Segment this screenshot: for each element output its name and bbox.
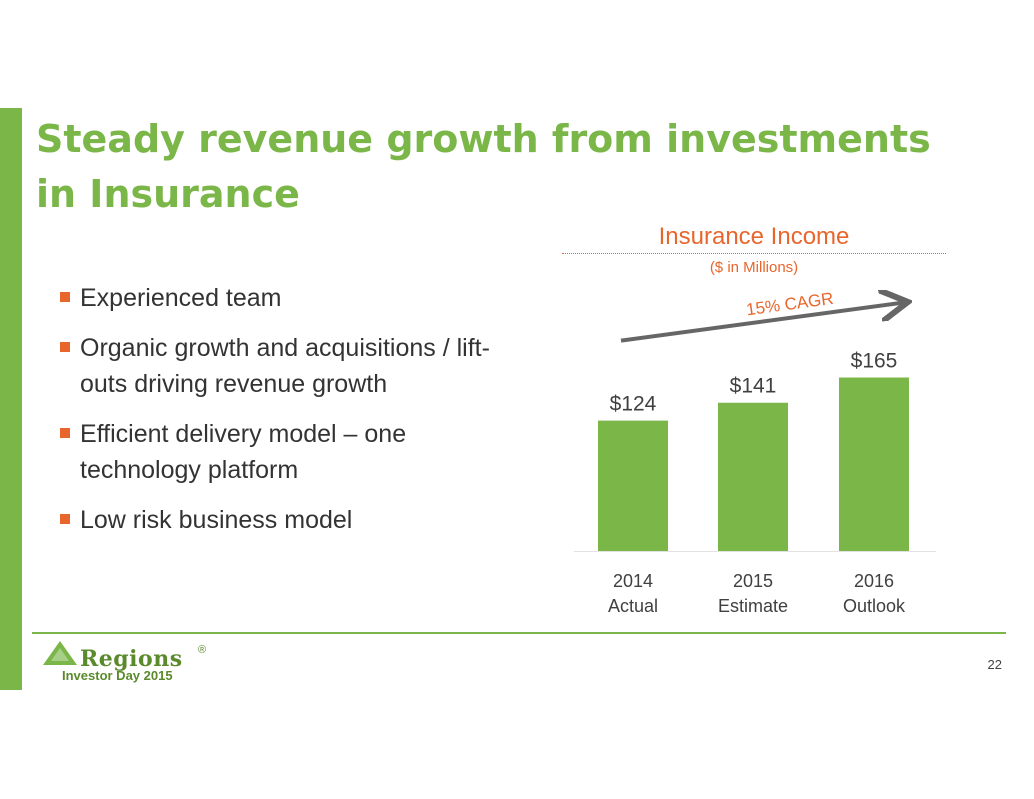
logo-wordmark: Regions — [80, 646, 183, 672]
slide-title: Steady revenue growth from investments i… — [36, 117, 931, 216]
x-tick-label: Estimate — [718, 596, 788, 616]
square-bullet-icon — [60, 342, 70, 352]
registered-mark: ® — [198, 644, 207, 656]
bullet-text: Efficient delivery model – one technolog… — [80, 420, 407, 484]
data-label: $141 — [730, 375, 777, 398]
bar — [718, 402, 788, 551]
bullet-item: Experienced team — [60, 280, 530, 316]
cagr-arrow — [620, 303, 904, 343]
square-bullet-icon — [60, 292, 70, 302]
bullet-list: Experienced team Organic growth and acqu… — [60, 280, 530, 552]
bullet-text: Organic growth and acquisitions / lift-o… — [80, 334, 490, 398]
bullet-item: Low risk business model — [60, 502, 530, 538]
square-bullet-icon — [60, 514, 70, 524]
square-bullet-icon — [60, 428, 70, 438]
x-tick-label: 2014 — [613, 571, 653, 591]
x-tick-label: 2015 — [733, 571, 773, 591]
bar — [598, 420, 668, 551]
data-label: $124 — [610, 393, 657, 416]
chart-subtitle: ($ in Millions) — [709, 259, 799, 276]
x-tick-label: Outlook — [843, 596, 906, 616]
bullet-item: Organic growth and acquisitions / lift-o… — [60, 330, 530, 402]
x-tick-label: 2016 — [854, 571, 894, 591]
accent-side-bar — [0, 108, 22, 690]
event-label: Investor Day 2015 — [62, 668, 173, 683]
chart-title: Insurance Income — [658, 223, 850, 250]
bullet-item: Efficient delivery model – one technolog… — [60, 416, 530, 488]
chart-title-rule — [562, 253, 946, 254]
regions-triangle-logo-icon — [43, 641, 77, 665]
bullet-text: Experienced team — [80, 284, 282, 312]
data-label: $165 — [851, 350, 898, 373]
page-number: 22 — [987, 657, 1002, 672]
bullet-text: Low risk business model — [80, 506, 353, 534]
bar — [839, 377, 909, 551]
x-tick-label: Actual — [608, 596, 658, 616]
insurance-income-chart: $124 2014 Actual $141 2015 Estimate $165 2016 Ou… — [574, 290, 936, 616]
footer-rule — [32, 632, 1006, 634]
